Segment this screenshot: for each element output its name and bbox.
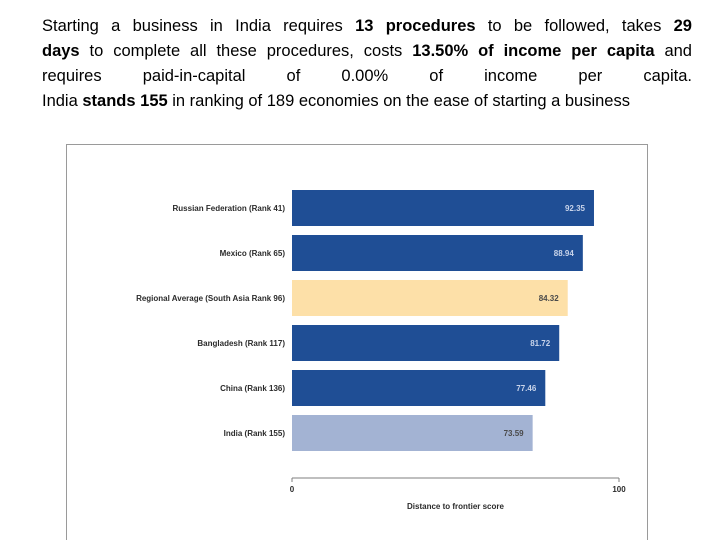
bar-value-label-4: 77.46 bbox=[516, 384, 537, 393]
category-label-0: Russian Federation (Rank 41) bbox=[173, 204, 286, 213]
intro-text: and bbox=[654, 42, 692, 60]
intro-line-3: requires paid-in-capital of 0.00% of inc… bbox=[42, 64, 692, 89]
x-tick-label-0: 0 bbox=[290, 485, 295, 494]
category-label-3: Bangladesh (Rank 117) bbox=[197, 339, 285, 348]
bar-value-label-0: 92.35 bbox=[565, 204, 586, 213]
x-axis-title: Distance to frontier score bbox=[407, 502, 504, 511]
intro-line-1: Starting a business in India requires 13… bbox=[42, 14, 692, 39]
bar-value-label-1: 88.94 bbox=[554, 249, 575, 258]
category-label-4: China (Rank 136) bbox=[220, 384, 285, 393]
intro-highlight-procedures: 13 procedures bbox=[355, 17, 476, 35]
bar-value-label-5: 73.59 bbox=[504, 429, 525, 438]
bar-0 bbox=[292, 190, 594, 226]
bar-value-label-2: 84.32 bbox=[539, 294, 560, 303]
intro-highlight-cost: 13.50% of income per capita bbox=[412, 42, 655, 60]
bar-3 bbox=[292, 325, 560, 361]
intro-highlight-days-count: 29 bbox=[673, 17, 692, 35]
bars-layer: 92.35 Russian Federation (Rank 41) 88.94 Me… bbox=[136, 190, 594, 451]
category-label-2: Regional Average (South Asia Rank 96) bbox=[136, 294, 285, 303]
intro-highlight-days: days bbox=[42, 42, 80, 60]
bar-1 bbox=[292, 235, 583, 271]
axis-layer: 0 100 Distance to frontier score bbox=[290, 477, 626, 511]
intro-text: in ranking of 189 economies on the ease … bbox=[167, 92, 630, 110]
intro-text: requires paid-in-capital of 0.00% of inc… bbox=[42, 67, 692, 85]
category-label-5: India (Rank 155) bbox=[224, 429, 286, 438]
intro-text: Starting a business in India requires bbox=[42, 17, 356, 35]
intro-line-4: India stands 155 in ranking of 189 econo… bbox=[42, 89, 692, 114]
intro-highlight-rank: stands 155 bbox=[82, 92, 168, 110]
intro-line-2: days to complete all these procedures, c… bbox=[42, 39, 692, 64]
bar-2 bbox=[292, 280, 568, 316]
chart-frame: 92.35 Russian Federation (Rank 41) 88.94 Me… bbox=[66, 144, 648, 540]
bar-4 bbox=[292, 370, 546, 406]
bar-chart: 92.35 Russian Federation (Rank 41) 88.94 Me… bbox=[136, 190, 626, 511]
bar-5 bbox=[292, 415, 533, 451]
x-tick-label-1: 100 bbox=[612, 485, 626, 494]
intro-paragraph: Starting a business in India requires 13… bbox=[42, 14, 692, 114]
intro-text: to be followed, takes bbox=[475, 17, 674, 35]
bar-value-label-3: 81.72 bbox=[530, 339, 551, 348]
category-label-1: Mexico (Rank 65) bbox=[220, 249, 286, 258]
intro-text: India bbox=[42, 92, 83, 110]
intro-text: to complete all these procedures, costs bbox=[79, 42, 413, 60]
